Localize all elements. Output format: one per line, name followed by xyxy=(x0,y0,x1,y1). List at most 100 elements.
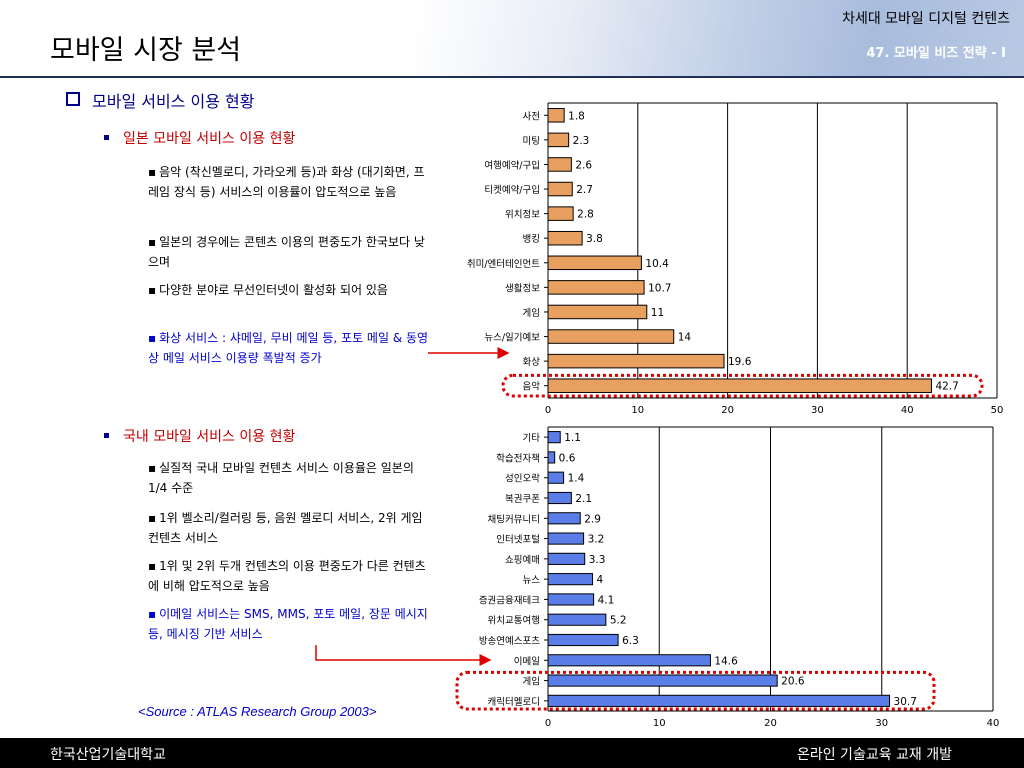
highlight-oval xyxy=(501,373,984,398)
x-tick-label: 20 xyxy=(721,405,734,416)
value-label: 30.7 xyxy=(894,696,917,708)
footer-bar xyxy=(0,738,1024,768)
value-label: 14 xyxy=(678,332,692,344)
bar xyxy=(547,181,573,197)
bar xyxy=(547,491,572,505)
bar xyxy=(547,280,645,295)
value-label: 4 xyxy=(597,574,604,586)
category-label: 복권쿠폰 xyxy=(505,493,540,505)
value-label: 4.1 xyxy=(598,594,615,606)
x-tick-label: 50 xyxy=(991,405,1004,416)
category-label: 미팅 xyxy=(523,136,540,147)
bar xyxy=(547,132,570,148)
category-label: 취미/엔터테인먼트 xyxy=(467,259,540,270)
korea-point-3: ▪ 1위 및 2위 두개 컨텐츠의 이용 편중도가 다른 컨텐츠에 비해 압도적으… xyxy=(148,559,426,593)
x-tick-label: 40 xyxy=(987,718,1000,729)
x-tick-label: 20 xyxy=(764,718,777,729)
value-label: 10.7 xyxy=(648,282,671,294)
korea-point-2: ▪ 1위 벨소리/컬러링 등, 음원 멜로디 서비스, 2위 게임 컨텐츠 서비스 xyxy=(148,511,423,545)
bar xyxy=(547,451,556,464)
square-bullet-icon xyxy=(104,433,109,438)
value-label: 1.4 xyxy=(568,473,585,485)
checkbox-bullet-icon xyxy=(66,92,80,106)
category-label: 뉴스/일기예보 xyxy=(484,333,540,344)
section-heading: 모바일 서비스 이용 현황 xyxy=(66,88,254,112)
bar xyxy=(547,157,572,172)
value-label: 5.2 xyxy=(610,615,627,627)
bar xyxy=(547,593,595,606)
category-label: 방송연예스포츠 xyxy=(479,636,540,647)
value-label: 3.8 xyxy=(586,233,603,245)
bar xyxy=(547,353,725,369)
value-label: 2.6 xyxy=(575,159,592,171)
section-heading-text: 모바일 서비스 이용 현황 xyxy=(92,92,255,111)
category-label: 증권금융재테크 xyxy=(479,594,540,606)
header-background xyxy=(0,0,1024,76)
category-label: 티켓예약/구입 xyxy=(484,184,540,196)
category-label: 위치교통여행 xyxy=(488,615,540,627)
x-tick-label: 0 xyxy=(545,405,551,416)
value-label: 20.6 xyxy=(781,676,805,688)
japan-point-2: ▪ 일본의 경우에는 콘텐츠 이용의 편중도가 한국보다 낮으며 xyxy=(148,235,425,269)
japan-subheading-text: 일본 모바일 서비스 이용 현황 xyxy=(123,131,296,147)
x-tick-label: 0 xyxy=(545,718,551,729)
x-tick-label: 10 xyxy=(653,718,666,729)
value-label: 10.4 xyxy=(645,258,669,270)
category-label: 뉴스 xyxy=(523,575,541,586)
category-label: 인터넷포털 xyxy=(496,534,540,546)
value-label: 3.2 xyxy=(588,534,605,546)
category-label: 캐릭터멜로디 xyxy=(488,696,540,708)
value-label: 1.8 xyxy=(568,110,585,122)
page-title: 모바일 시장 분석 xyxy=(50,35,242,66)
callout-arrow-korea xyxy=(315,645,492,666)
category-label: 음악 xyxy=(523,381,541,393)
value-label: 2.9 xyxy=(584,513,601,525)
bar xyxy=(547,206,574,221)
value-label: 1.1 xyxy=(564,432,581,444)
category-label: 뱅킹 xyxy=(523,233,540,245)
bar xyxy=(547,304,648,320)
korea-point-1: ▪ 실질적 국내 모바일 컨텐츠 서비스 이용율은 일본의 1/4 수준 xyxy=(148,461,414,495)
course-title: 차세대 모바일 디지털 컨텐츠 xyxy=(842,11,1010,27)
value-label: 19.6 xyxy=(728,356,752,368)
value-label: 2.1 xyxy=(575,493,592,505)
source-note: <Source : ATLAS Research Group 2003> xyxy=(138,704,377,719)
bar xyxy=(547,108,565,123)
bar xyxy=(547,654,711,667)
japan-subheading: 일본 모바일 서비스 이용 현황 xyxy=(104,128,295,148)
value-label: 3.3 xyxy=(589,554,606,566)
value-label: 2.8 xyxy=(577,209,594,221)
x-tick-label: 30 xyxy=(811,405,824,416)
value-label: 6.3 xyxy=(622,635,639,647)
x-tick-label: 40 xyxy=(901,405,914,416)
category-label: 이메일 xyxy=(514,656,540,667)
category-label: 쇼핑예매 xyxy=(505,555,540,566)
japan-usage-chart: 0 10 20 30 40 50 사전 1.8 미팅 2.3 여행예약/구입 2.6 티켓예약/구입 2.… xyxy=(467,102,1004,416)
bar xyxy=(547,633,619,647)
bar xyxy=(547,378,932,393)
korea-subheading-text: 국내 모바일 서비스 이용 현황 xyxy=(123,429,296,445)
x-tick-label: 30 xyxy=(875,718,888,729)
footer-school: 한국산업기술대학교 xyxy=(50,747,166,763)
bar xyxy=(547,674,778,687)
bar xyxy=(547,431,561,444)
japan-point-4: ▪ 화상 서비스 : 샤메일, 무비 메일 등, 포토 메일 & 동영상 메일 서… xyxy=(148,331,429,365)
value-label: 0.6 xyxy=(559,452,576,464)
bar xyxy=(547,255,642,271)
category-label: 기타 xyxy=(523,433,541,444)
category-label: 여행예약/구입 xyxy=(484,159,540,171)
bar xyxy=(547,471,565,484)
x-tick-label: 10 xyxy=(631,405,644,416)
value-label: 2.3 xyxy=(573,135,590,147)
bar xyxy=(547,512,581,525)
category-label: 게임 xyxy=(523,307,540,319)
category-label: 위치정보 xyxy=(505,209,540,221)
category-label: 게임 xyxy=(523,676,540,688)
callout-arrows xyxy=(315,347,510,666)
korea-subheading: 국내 모바일 서비스 이용 현황 xyxy=(104,426,295,446)
category-label: 화상 xyxy=(523,357,541,368)
bar xyxy=(547,552,586,565)
japan-point-1: ▪ 음악 (착신멜로디, 가라오케 등)과 화상 (대기화면, 프레임 장식 등)… xyxy=(148,165,425,199)
japan-point-3: ▪ 다양한 분야로 무선인터넷이 활성화 되어 있음 xyxy=(148,283,388,297)
